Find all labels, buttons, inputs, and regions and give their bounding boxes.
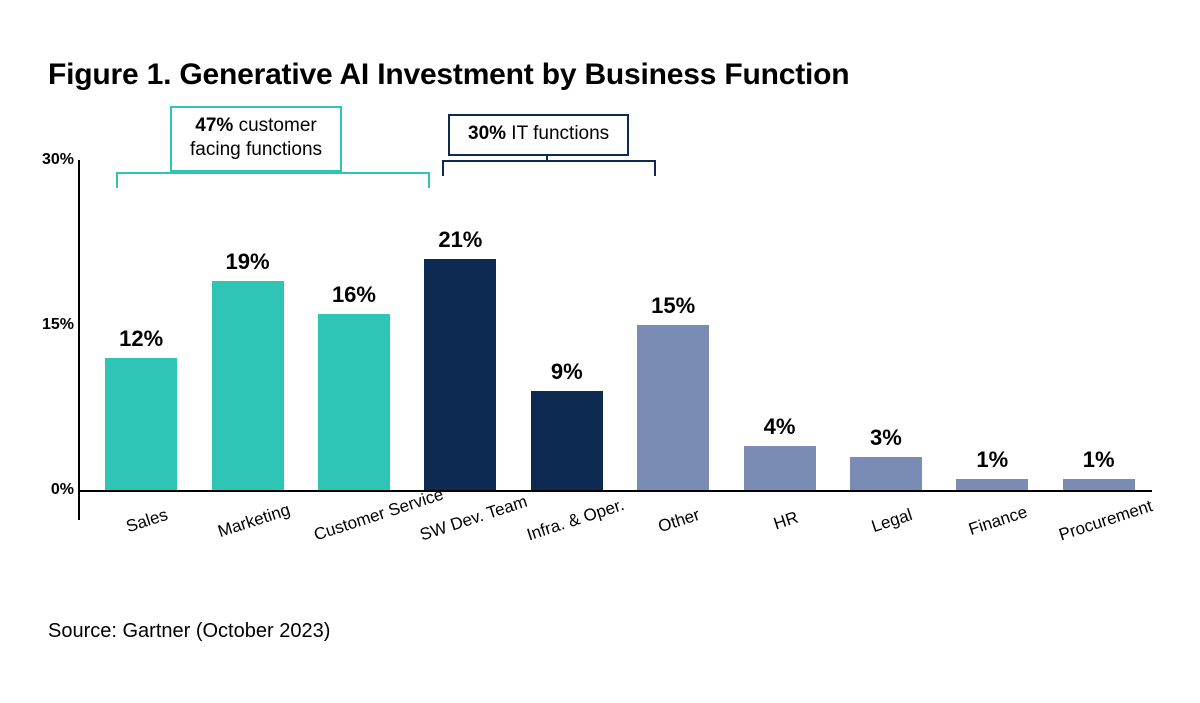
bar-slot: 12% [93,326,189,490]
source-attribution: Source: Gartner (October 2023) [48,620,330,643]
bar-slot: 3% [838,425,934,490]
callout-box-it: 30% IT functions [448,114,629,156]
bar-chart: 0%15%30% 47% customerfacing functions30%… [48,130,1152,560]
x-axis-label: Marketing [205,497,315,584]
x-axis-labels: SalesMarketingCustomer ServiceSW Dev. Te… [88,502,1152,562]
bar [956,479,1028,490]
bar-value-label: 15% [651,293,695,319]
figure-container: Figure 1. Generative AI Investment by Bu… [0,0,1200,703]
y-tick: 30% [34,151,74,169]
x-axis-label: Sales [99,497,209,584]
bar [744,446,816,490]
bar-slot: 16% [306,282,402,490]
bar-slot: 15% [625,293,721,490]
bar-slot: 21% [412,227,508,490]
bar [318,314,390,490]
bar-value-label: 1% [1083,447,1115,473]
bar-value-label: 16% [332,282,376,308]
x-axis-label: SW Dev. Team [418,497,528,584]
callout-box-customer_facing: 47% customerfacing functions [170,106,342,172]
bar [424,259,496,490]
bar [1063,479,1135,490]
bar-slot: 4% [732,414,828,490]
y-axis [78,160,80,520]
x-axis-label: Procurement [1056,497,1166,584]
bar-value-label: 9% [551,359,583,385]
bar [531,391,603,490]
bar-slot: 19% [200,249,296,490]
bar-value-label: 1% [976,447,1008,473]
y-tick: 15% [34,316,74,334]
bar-value-label: 12% [119,326,163,352]
y-tick: 0% [34,481,74,499]
bar-slot: 1% [1051,447,1147,490]
bar-value-label: 21% [438,227,482,253]
x-axis-label: Customer Service [312,497,422,584]
bar [105,358,177,490]
bar-slot: 1% [944,447,1040,490]
x-axis-label: HR [737,497,847,584]
bar-slot: 9% [519,359,615,490]
bar-value-label: 4% [764,414,796,440]
x-axis-label: Infra. & Oper. [524,497,634,584]
x-axis-label: Legal [843,497,953,584]
figure-title: Figure 1. Generative AI Investment by Bu… [48,58,849,92]
bar-value-label: 3% [870,425,902,451]
x-axis [78,490,1152,492]
bar [212,281,284,490]
x-axis-label: Other [631,497,741,584]
x-axis-label: Finance [950,497,1060,584]
bar [637,325,709,490]
bars-area: 12% 19% 16% 21% 9% 15% 4% 3% 1% 1% [88,160,1152,490]
bar-value-label: 19% [226,249,270,275]
bar [850,457,922,490]
